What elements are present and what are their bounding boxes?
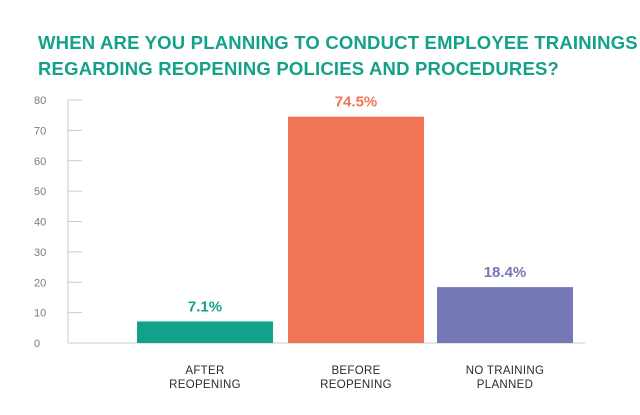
x-category-label: NO TRAINING — [466, 365, 544, 377]
y-tick-label: 60 — [34, 156, 46, 168]
bar — [437, 287, 573, 343]
bar-data-label: 7.1% — [188, 298, 222, 315]
y-tick-label: 50 — [34, 186, 46, 198]
x-category-label: BEFORE — [331, 365, 380, 377]
bar — [288, 116, 424, 343]
chart-title: WHEN ARE YOU PLANNING TO CONDUCT EMPLOYE… — [38, 30, 638, 82]
y-tick-label: 70 — [34, 125, 46, 137]
y-tick-label: 40 — [34, 217, 46, 229]
y-tick-label: 10 — [34, 308, 46, 320]
y-tick-label: 20 — [34, 277, 46, 289]
y-tick-label: 30 — [34, 247, 46, 259]
bar-data-label: 18.4% — [484, 264, 527, 281]
y-tick-label: 0 — [34, 338, 40, 350]
bar-data-label: 74.5% — [335, 94, 378, 111]
x-category-label: PLANNED — [477, 379, 533, 391]
y-tick-label: 80 — [34, 95, 46, 107]
bar — [137, 321, 273, 343]
x-category-label: REOPENING — [320, 379, 392, 391]
chart-title-line-2: REGARDING REOPENING POLICIES AND PROCEDU… — [38, 58, 560, 79]
chart-title-line-1: WHEN ARE YOU PLANNING TO CONDUCT EMPLOYE… — [38, 32, 638, 53]
x-category-label: REOPENING — [169, 379, 241, 391]
x-category-label: AFTER — [185, 365, 224, 377]
